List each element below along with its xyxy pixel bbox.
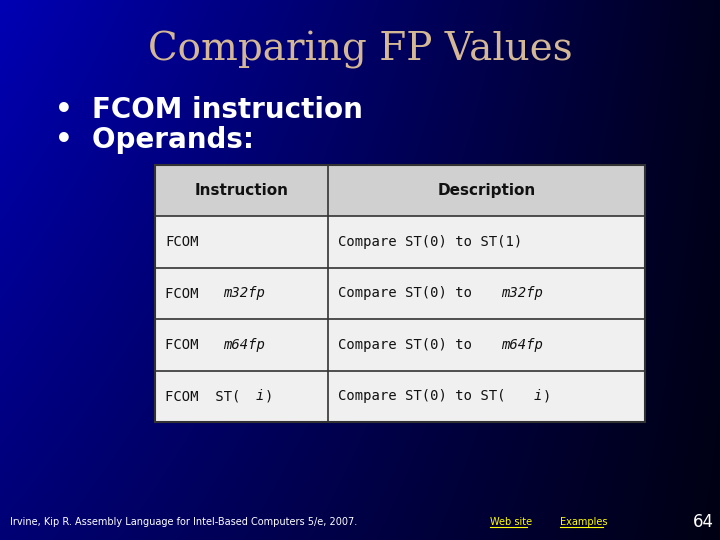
Text: Compare ST(0) to: Compare ST(0) to	[338, 287, 480, 300]
Text: Compare ST(0) to ST(: Compare ST(0) to ST(	[338, 389, 505, 403]
Text: m64fp: m64fp	[223, 338, 265, 352]
Text: i: i	[256, 389, 264, 403]
Text: Compare ST(0) to ST(1): Compare ST(0) to ST(1)	[338, 235, 522, 249]
Bar	[155, 165, 645, 422]
Bar	[155, 268, 645, 319]
Text: Web site: Web site	[490, 517, 532, 527]
Text: 64: 64	[693, 513, 714, 531]
Text: Examples: Examples	[560, 517, 608, 527]
Bar	[155, 217, 645, 268]
Text: i: i	[534, 389, 542, 403]
Text: m32fp: m32fp	[223, 287, 265, 300]
Bar	[155, 165, 645, 422]
Text: m32fp: m32fp	[501, 287, 543, 300]
Text: FCOM: FCOM	[165, 338, 215, 352]
Bar	[155, 370, 645, 422]
Text: ): )	[265, 389, 274, 403]
Text: Irvine, Kip R. Assembly Language for Intel-Based Computers 5/e, 2007.: Irvine, Kip R. Assembly Language for Int…	[10, 517, 357, 527]
Text: Compare ST(0) to: Compare ST(0) to	[338, 338, 480, 352]
Bar	[155, 165, 645, 217]
Text: FCOM  ST(: FCOM ST(	[165, 389, 240, 403]
Bar	[155, 319, 645, 370]
Text: Comparing FP Values: Comparing FP Values	[148, 31, 572, 69]
Text: Description: Description	[437, 183, 536, 198]
Text: Instruction: Instruction	[194, 183, 289, 198]
Text: ): )	[543, 389, 552, 403]
Text: FCOM: FCOM	[165, 287, 215, 300]
Text: FCOM: FCOM	[165, 235, 199, 249]
Text: m64fp: m64fp	[501, 338, 543, 352]
Text: •  FCOM instruction: • FCOM instruction	[55, 96, 363, 124]
Text: •  Operands:: • Operands:	[55, 126, 254, 154]
